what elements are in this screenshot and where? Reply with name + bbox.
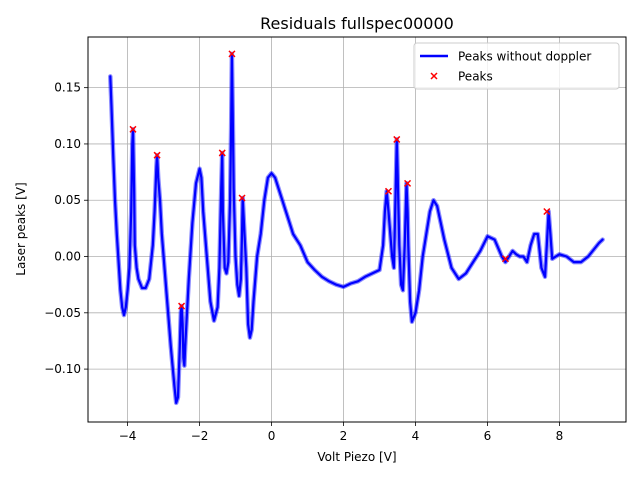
y-tick-label: 0.00 <box>54 250 81 264</box>
y-tick-label: −0.05 <box>44 306 81 320</box>
peak-marker <box>404 179 412 187</box>
peak-marker-stroke <box>404 179 412 187</box>
y-axis-ticks: −0.10 −0.05 0.00 0.05 0.10 0.15 <box>44 81 88 376</box>
legend-marker-swatch <box>430 72 438 80</box>
legend-box <box>413 42 620 90</box>
peak-marker-stroke <box>178 302 186 310</box>
y-tick-label: 0.15 <box>54 81 81 95</box>
legend: Peaks without doppler Peaks <box>413 42 620 90</box>
x-tick-label: −4 <box>119 429 137 443</box>
y-axis-label: Laser peaks [V] <box>14 182 28 275</box>
peak-marker <box>238 194 246 202</box>
peak-marker <box>178 302 186 310</box>
x-tick-label: 4 <box>412 429 420 443</box>
peak-marker <box>153 151 161 159</box>
grid-lines <box>88 37 626 422</box>
y-tick-label: 0.05 <box>54 193 81 207</box>
peak-marker <box>228 50 236 58</box>
x-tick-label: 2 <box>340 429 348 443</box>
x-tick-label: 0 <box>268 429 276 443</box>
x-tick-label: 8 <box>556 429 564 443</box>
plot-area <box>108 50 605 406</box>
peak-marker-stroke <box>218 149 226 157</box>
peak-marker <box>218 149 226 157</box>
legend-label-peaks: Peaks <box>458 70 493 84</box>
x-axis-label: Volt Piezo [V] <box>317 450 396 464</box>
peak-marker-stroke <box>238 194 246 202</box>
chart-title: Residuals fullspec00000 <box>260 14 454 33</box>
peak-marker-stroke <box>393 135 401 143</box>
peak-marker <box>393 135 401 143</box>
peak-marker-stroke <box>153 151 161 159</box>
peak-marker <box>543 207 551 216</box>
x-axis-ticks: −4 −2 0 2 4 6 8 <box>119 422 564 443</box>
series-line-peaks-without-doppler <box>109 52 604 404</box>
x-tick-label: −2 <box>191 429 209 443</box>
peak-marker <box>384 187 393 195</box>
y-tick-label: 0.10 <box>54 137 81 151</box>
peak-marker-stroke <box>543 207 551 216</box>
peak-marker-stroke <box>228 50 236 58</box>
y-tick-label: −0.10 <box>44 362 81 376</box>
peak-marker-stroke <box>501 255 509 263</box>
axes-frame <box>87 36 627 423</box>
peak-marker <box>129 125 137 133</box>
legend-label-line: Peaks without doppler <box>458 50 591 64</box>
peak-marker-stroke <box>129 125 137 133</box>
peak-marker-stroke <box>384 187 393 195</box>
peak-marker <box>501 255 509 263</box>
x-tick-label: 6 <box>484 429 492 443</box>
